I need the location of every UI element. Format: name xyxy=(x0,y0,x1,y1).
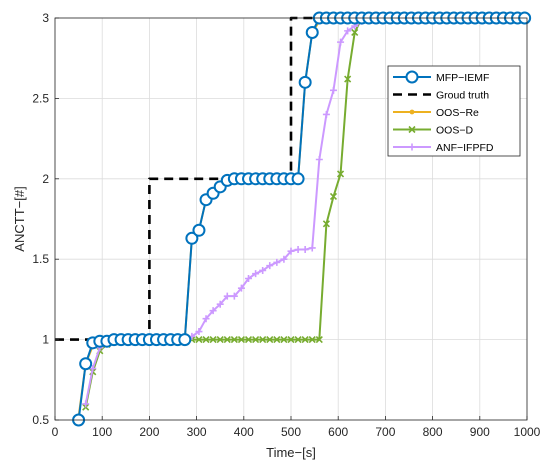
data-point xyxy=(230,292,238,300)
data-point xyxy=(266,262,274,270)
x-tick-label: 0 xyxy=(52,425,59,439)
data-point xyxy=(322,110,330,118)
data-point xyxy=(259,336,267,344)
y-tick-label: 1.5 xyxy=(32,252,49,266)
data-point xyxy=(337,38,345,46)
legend-swatch-marker xyxy=(408,143,416,151)
tick-layer: 0 100 200 300 400 500 600 700 800 900 1000 0.5 1 1.5 2… xyxy=(32,11,540,439)
data-point xyxy=(344,75,352,83)
data-point xyxy=(315,156,323,164)
data-point xyxy=(223,336,231,344)
x-tick-label: 100 xyxy=(92,425,112,439)
data-point xyxy=(280,255,288,263)
x-tick-label: 700 xyxy=(375,425,395,439)
legend-swatch-marker xyxy=(405,70,419,84)
x-tick-label: 200 xyxy=(139,425,159,439)
data-point xyxy=(305,25,319,39)
data-point xyxy=(287,247,295,255)
data-point xyxy=(280,336,288,344)
data-point xyxy=(195,336,203,344)
data-point xyxy=(301,246,309,254)
data-point xyxy=(244,336,253,344)
data-point xyxy=(315,336,323,344)
data-point xyxy=(298,75,312,89)
y-tick-label: 2.5 xyxy=(32,91,49,105)
x-tick-label: 300 xyxy=(187,425,207,439)
data-point xyxy=(344,27,352,35)
data-point xyxy=(322,220,330,228)
data-point xyxy=(216,336,224,344)
data-point xyxy=(273,258,281,266)
legend-swatch-marker xyxy=(408,125,416,134)
legend-label: OOS−Re xyxy=(436,107,479,119)
data-point xyxy=(329,192,338,201)
y-tick-label: 3 xyxy=(42,11,49,25)
x-tick-label: 1000 xyxy=(514,425,541,439)
data-point xyxy=(89,365,97,373)
data-point xyxy=(237,284,245,292)
x-tick-label: 500 xyxy=(281,425,301,439)
x-tick-label: 400 xyxy=(234,425,254,439)
y-tick-label: 2 xyxy=(42,172,49,186)
legend-swatch-marker xyxy=(409,109,415,115)
legend-label: ANF−IFPFD xyxy=(436,142,494,154)
data-point xyxy=(245,274,253,282)
data-point xyxy=(266,336,274,344)
data-point xyxy=(185,231,199,245)
data-point xyxy=(202,336,210,344)
legend: MFP−IEMF Groud truth OOS−Re OOS−D ANF−IFPFD xyxy=(387,65,521,157)
data-point xyxy=(195,328,203,336)
x-tick-label: 800 xyxy=(423,425,443,439)
data-point xyxy=(192,223,206,237)
data-point xyxy=(223,292,231,300)
data-point xyxy=(351,28,359,37)
data-point xyxy=(230,336,238,344)
data-point xyxy=(252,270,260,278)
data-point xyxy=(209,307,217,315)
legend-label: OOS−D xyxy=(436,125,473,137)
data-point xyxy=(294,246,302,254)
data-point xyxy=(308,244,316,252)
legend-label: Groud truth xyxy=(436,90,489,102)
data-point xyxy=(216,300,224,308)
data-point xyxy=(209,336,217,344)
data-point xyxy=(308,336,316,344)
data-point xyxy=(294,336,302,344)
data-point xyxy=(82,400,90,408)
data-point xyxy=(329,86,337,94)
legend-label: MFP−IEMF xyxy=(436,72,489,84)
y-tick-label: 1 xyxy=(42,333,49,347)
y-tick-label: 0.5 xyxy=(32,413,49,427)
data-point xyxy=(336,170,345,178)
data-point xyxy=(237,336,246,344)
x-tick-label: 900 xyxy=(470,425,490,439)
data-point xyxy=(273,336,281,344)
data-point xyxy=(287,336,295,344)
data-point xyxy=(301,336,309,344)
data-point xyxy=(252,336,260,344)
data-point xyxy=(178,333,192,347)
x-tick-label: 600 xyxy=(328,425,348,439)
data-point xyxy=(202,315,210,323)
x-axis-label: Time−[s] xyxy=(266,445,316,460)
data-point xyxy=(259,266,267,274)
data-point xyxy=(291,172,305,186)
y-axis-label: ANCTT−[#] xyxy=(12,186,27,251)
data-point xyxy=(79,357,93,371)
